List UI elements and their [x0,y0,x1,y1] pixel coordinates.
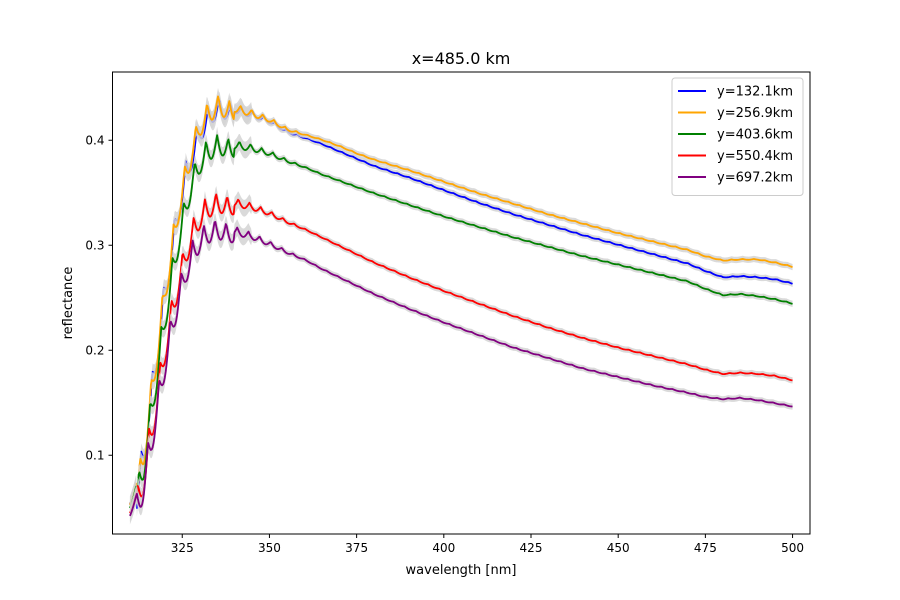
plot-frame [112,71,811,535]
y-tick-label: 0.4 [85,133,104,147]
legend-label-2: y=256.9km [717,106,793,121]
x-axis-label: wavelength [nm] [406,563,517,578]
series-line-5 [129,221,793,517]
x-tick-label: 425 [520,541,543,555]
x-tick-label: 350 [258,541,281,555]
x-tick-label: 325 [171,541,194,555]
ticks-layer: 325 350 375 400 425 450 475 500 0.1 0.2 0.3 0.4 [85,133,804,555]
uncertainty-band-4 [129,186,793,522]
legend-label-3: y=403.6km [717,128,793,143]
legend: y=132.1km y=256.9km y=403.6km y=550.4km y=69… [671,77,804,196]
legend-label-4: y=550.4km [717,149,793,164]
y-tick-label: 0.2 [85,343,104,357]
chart-title: x=485.0 km [412,49,511,68]
legend-label-1: y=132.1km [717,85,793,100]
series-line-2 [129,95,793,506]
series-line-3 [129,134,793,509]
y-tick-label: 0.3 [85,238,104,252]
x-tick-label: 375 [345,541,368,555]
x-tick-label: 450 [607,541,630,555]
plot-layer [129,87,793,525]
x-tick-label: 475 [694,541,717,555]
y-axis-label: reflectance [61,267,76,340]
x-tick-label: 500 [781,541,804,555]
series-line-4 [129,193,793,514]
legend-label-5: y=697.2km [717,171,793,186]
legend-box [671,77,804,196]
y-tick-label: 0.1 [85,448,104,462]
x-tick-label: 400 [432,541,455,555]
